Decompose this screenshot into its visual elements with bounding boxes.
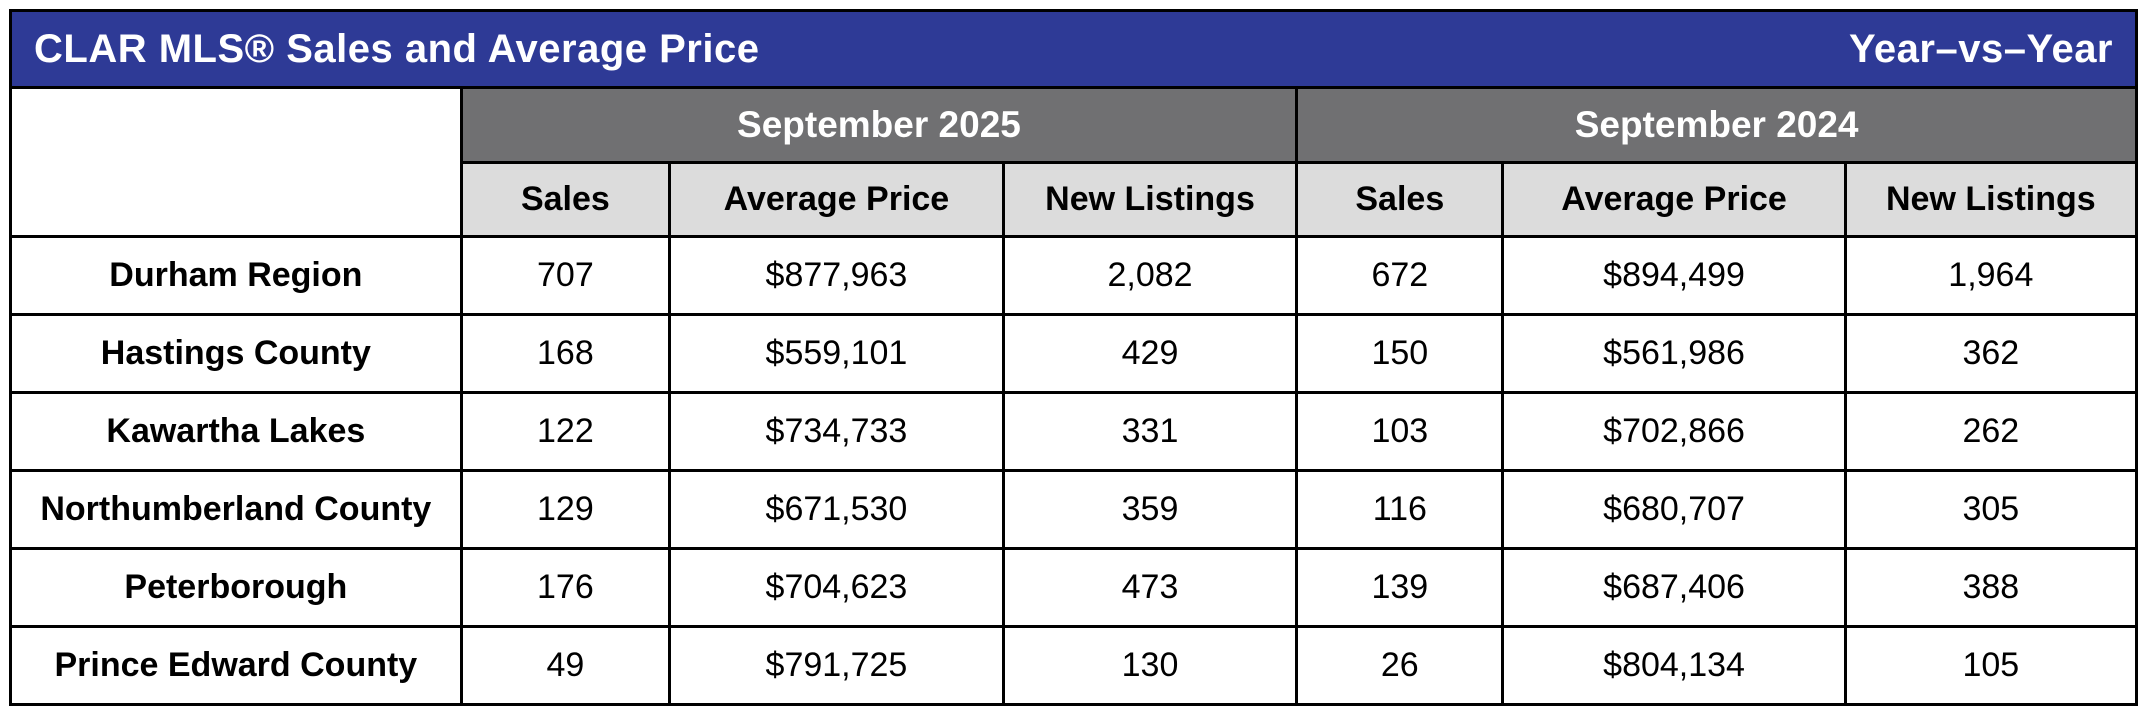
cell-average-price-2025: $559,101 [668,313,1005,394]
cell-average-price-2025: $877,963 [668,235,1005,316]
cell-average-price-2024: $894,499 [1501,235,1847,316]
cell-sales-2024: 672 [1295,235,1505,316]
cell-sales-2025: 49 [459,625,672,706]
cell-new-listings-2024: 388 [1843,547,2139,628]
table-row-prince-edward-county: Prince Edward County 49 $791,725 130 26 … [9,625,2139,706]
cell-sales-2025: 129 [459,469,672,550]
cell-new-listings-2025: 429 [1001,313,1299,394]
cell-new-listings-2024: 362 [1843,313,2139,394]
table-row-kawartha-lakes: Kawartha Lakes 122 $734,733 331 103 $702… [9,391,2139,472]
col-header-average-price-2024: Average Price [1501,161,1847,238]
table-row-northumberland-county: Northumberland County 129 $671,530 359 1… [9,469,2139,550]
cell-average-price-2025: $734,733 [668,391,1005,472]
group-header-row: September 2025 September 2024 [9,86,2138,238]
cell-new-listings-2024: 1,964 [1843,235,2139,316]
cell-sales-2024: 150 [1295,313,1505,394]
cell-average-price-2024: $804,134 [1501,625,1847,706]
cell-average-price-2025: $671,530 [668,469,1005,550]
cell-sales-2025: 122 [459,391,672,472]
cell-sales-2025: 707 [459,235,672,316]
cell-new-listings-2025: 130 [1001,625,1299,706]
region-name: Hastings County [9,313,463,394]
group-header-september-2024: September 2024 [1295,86,2138,164]
region-name: Northumberland County [9,469,463,550]
cell-sales-2024: 26 [1295,625,1505,706]
col-header-sales-2024: Sales [1295,161,1505,238]
cell-average-price-2024: $687,406 [1501,547,1847,628]
cell-sales-2024: 139 [1295,547,1505,628]
col-header-average-price-2025: Average Price [668,161,1005,238]
cell-sales-2024: 116 [1295,469,1505,550]
subheader-row: Sales Average Price New Listings Sales A… [11,161,2139,238]
cell-new-listings-2025: 359 [1001,469,1299,550]
cell-average-price-2024: $680,707 [1501,469,1847,550]
year-vs-year-label: Year–vs–Year [1848,26,2113,71]
corner-empty-cell [9,86,463,238]
region-name: Peterborough [9,547,463,628]
region-name: Kawartha Lakes [9,391,463,472]
cell-new-listings-2024: 105 [1843,625,2139,706]
table-row-peterborough: Peterborough 176 $704,623 473 139 $687,4… [9,547,2139,628]
col-header-new-listings-2025: New Listings [1001,161,1299,238]
col-header-new-listings-2024: New Listings [1843,161,2139,238]
table-row-durham-region: Durham Region 707 $877,963 2,082 672 $89… [9,235,2139,316]
page-title: CLAR MLS® Sales and Average Price [34,26,760,71]
cell-average-price-2024: $561,986 [1501,313,1847,394]
group-header-september-2025: September 2025 [459,86,1299,164]
table-row-hastings-county: Hastings County 168 $559,101 429 150 $56… [9,313,2139,394]
cell-new-listings-2025: 473 [1001,547,1299,628]
cell-sales-2025: 168 [459,313,672,394]
title-bar: CLAR MLS® Sales and Average Price Year–v… [9,9,2138,86]
region-name: Durham Region [9,235,463,316]
cell-sales-2025: 176 [459,547,672,628]
col-header-sales-2025: Sales [459,161,672,238]
cell-average-price-2025: $791,725 [668,625,1005,706]
region-name: Prince Edward County [9,625,463,706]
cell-average-price-2024: $702,866 [1501,391,1847,472]
sales-table: September 2025 September 2024 Sales Aver… [9,86,2139,706]
cell-new-listings-2024: 305 [1843,469,2139,550]
cell-sales-2024: 103 [1295,391,1505,472]
cell-average-price-2025: $704,623 [668,547,1005,628]
cell-new-listings-2025: 331 [1001,391,1299,472]
cell-new-listings-2025: 2,082 [1001,235,1299,316]
cell-new-listings-2024: 262 [1843,391,2139,472]
